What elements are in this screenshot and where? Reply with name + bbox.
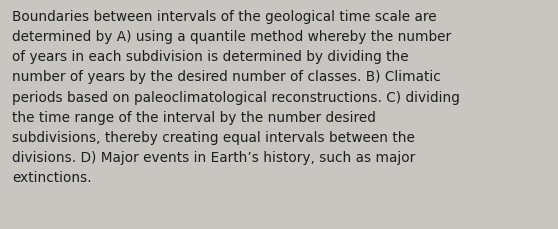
- Text: Boundaries between intervals of the geological time scale are
determined by A) u: Boundaries between intervals of the geol…: [12, 10, 460, 184]
